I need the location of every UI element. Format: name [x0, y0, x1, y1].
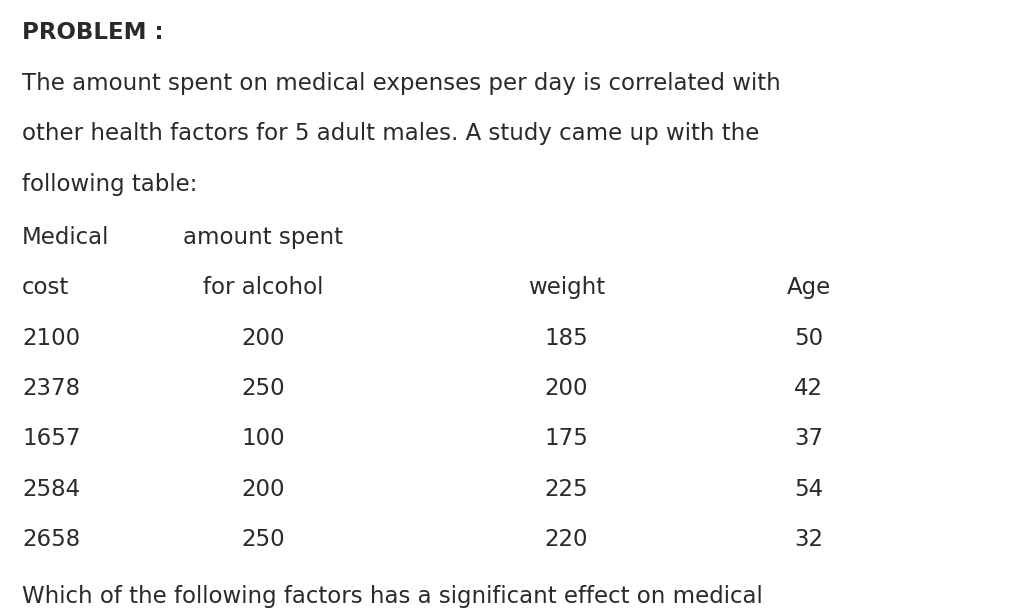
Text: weight: weight: [528, 276, 605, 299]
Text: 2378: 2378: [22, 377, 80, 400]
Text: following table:: following table:: [22, 173, 197, 195]
Text: 37: 37: [795, 427, 823, 450]
Text: 50: 50: [795, 327, 823, 349]
Text: Age: Age: [787, 276, 831, 299]
Text: 250: 250: [241, 377, 285, 400]
Text: 32: 32: [795, 528, 823, 551]
Text: other health factors for 5 adult males. A study came up with the: other health factors for 5 adult males. …: [22, 122, 759, 145]
Text: Which of the following factors has a significant effect on medical: Which of the following factors has a sig…: [22, 585, 763, 607]
Text: 100: 100: [241, 427, 285, 450]
Text: 2584: 2584: [22, 478, 80, 500]
Text: 2100: 2100: [22, 327, 80, 349]
Text: PROBLEM :: PROBLEM :: [22, 21, 164, 44]
Text: 220: 220: [544, 528, 588, 551]
Text: 225: 225: [544, 478, 588, 500]
Text: The amount spent on medical expenses per day is correlated with: The amount spent on medical expenses per…: [22, 72, 780, 95]
Text: 2658: 2658: [22, 528, 81, 551]
Text: 175: 175: [544, 427, 588, 450]
Text: 54: 54: [795, 478, 823, 500]
Text: for alcohol: for alcohol: [202, 276, 324, 299]
Text: 185: 185: [544, 327, 588, 349]
Text: Medical: Medical: [22, 226, 109, 249]
Text: 200: 200: [544, 377, 588, 400]
Text: amount spent: amount spent: [183, 226, 343, 249]
Text: 42: 42: [795, 377, 823, 400]
Text: 1657: 1657: [22, 427, 81, 450]
Text: 200: 200: [241, 327, 285, 349]
Text: 200: 200: [241, 478, 285, 500]
Text: 250: 250: [241, 528, 285, 551]
Text: cost: cost: [22, 276, 70, 299]
